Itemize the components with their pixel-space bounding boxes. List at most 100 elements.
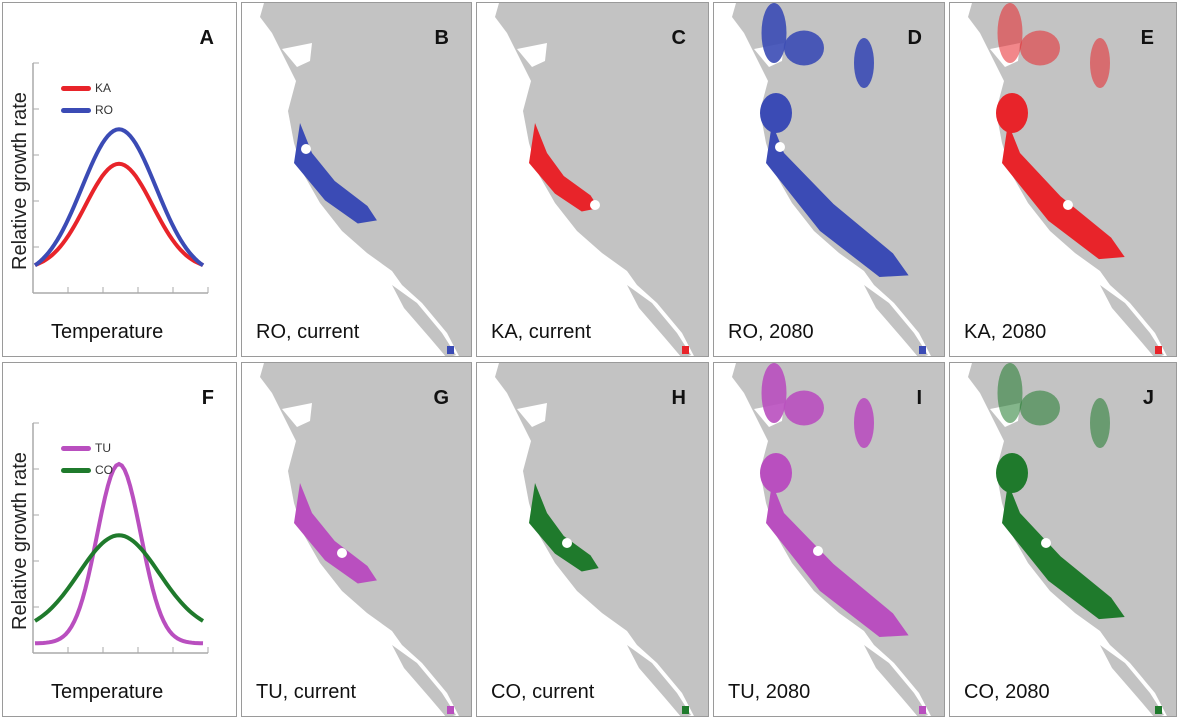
panel-graphic [732, 363, 944, 716]
site-dot [590, 200, 600, 210]
baja [392, 285, 456, 356]
baja [627, 645, 691, 716]
panel-letter: C [671, 27, 686, 49]
legend-label: KA [95, 81, 112, 95]
range [1002, 483, 1125, 620]
x-axis-label: Temperature [51, 321, 164, 343]
panel: TU CO Relative growth rate Temperature F [2, 362, 237, 717]
panel: KA, current C [476, 2, 709, 357]
range [529, 483, 599, 572]
panel-letter: E [1140, 27, 1154, 49]
range-south [682, 346, 689, 354]
panel-graphic [260, 3, 471, 356]
range [1002, 123, 1125, 260]
growth-curve [34, 461, 204, 646]
range-south [682, 706, 689, 714]
legend-entry: RO [61, 103, 113, 117]
sound [517, 43, 547, 67]
sound [282, 43, 312, 67]
caption: CO, 2080 [964, 681, 1050, 703]
range-north [1090, 38, 1110, 88]
site-dot [301, 144, 311, 154]
range-south [919, 346, 926, 354]
growth-curve [34, 161, 204, 267]
sound [517, 403, 547, 427]
legend-swatch [61, 468, 91, 474]
range-north [784, 30, 824, 66]
caption: TU, current [256, 681, 357, 703]
range-north [996, 93, 1028, 133]
x-axis-label: Temperature [51, 681, 164, 703]
range [529, 123, 599, 212]
caption: TU, 2080 [728, 681, 811, 703]
range-north [854, 398, 874, 448]
legend-swatch [61, 86, 91, 92]
range [294, 483, 377, 584]
y-axis-label: Relative growth rate [9, 92, 31, 270]
y-axis-label: Relative growth rate [9, 452, 31, 630]
range-north [997, 3, 1023, 63]
panel-graphic [260, 363, 471, 716]
caption: RO, 2080 [728, 321, 814, 343]
panel: RO, current B [241, 2, 472, 357]
growth-curve [33, 127, 205, 267]
range [766, 483, 909, 637]
growth-curve [33, 533, 205, 623]
panel: TU, current G [241, 362, 472, 717]
panel-graphic [32, 62, 209, 294]
site-dot [1041, 538, 1051, 548]
sound [282, 403, 312, 427]
panel-letter: H [671, 387, 686, 409]
range-south [1155, 346, 1162, 354]
land [260, 363, 471, 716]
range-north [996, 453, 1028, 493]
panel: RO, 2080 D [713, 2, 945, 357]
panel-letter: G [433, 387, 449, 409]
baja [864, 285, 928, 356]
panel: CO, 2080 J [949, 362, 1177, 717]
range-south [1155, 706, 1162, 714]
land [968, 363, 1176, 716]
caption: CO, current [491, 681, 595, 703]
panel-letter: D [907, 27, 922, 49]
panel-graphic [732, 3, 944, 356]
range-north [784, 390, 824, 426]
site-dot [775, 142, 785, 152]
range-north [761, 363, 787, 423]
legend-entry: KA [61, 81, 111, 95]
range-south [447, 706, 454, 714]
baja [627, 285, 691, 356]
panel: CO, current H [476, 362, 709, 717]
legend-label: TU [95, 441, 111, 455]
range [766, 123, 909, 277]
site-dot [337, 548, 347, 558]
panel-letter: J [1142, 387, 1154, 409]
land [495, 363, 708, 716]
panel-graphic [968, 363, 1176, 716]
panel: KA RO Relative growth rate Temperature A [2, 2, 237, 357]
legend-label: CO [95, 463, 113, 477]
panel: KA, 2080 E [949, 2, 1177, 357]
caption: KA, current [491, 321, 592, 343]
baja [392, 645, 456, 716]
baja [1100, 645, 1164, 716]
land [495, 3, 708, 356]
panel-letter: F [201, 387, 214, 409]
legend-swatch [61, 446, 91, 452]
panel-graphic [495, 363, 708, 716]
range-north [1020, 390, 1060, 426]
caption: RO, current [256, 321, 360, 343]
land [260, 3, 471, 356]
panel-letter: I [916, 387, 922, 409]
caption: KA, 2080 [964, 321, 1047, 343]
site-dot [813, 546, 823, 556]
range-north [1090, 398, 1110, 448]
range-north [761, 3, 787, 63]
panel-graphic [968, 3, 1176, 356]
legend-entry: TU [61, 441, 111, 455]
baja [1100, 285, 1164, 356]
range-north [760, 93, 792, 133]
range-south [919, 706, 926, 714]
baja [864, 645, 928, 716]
